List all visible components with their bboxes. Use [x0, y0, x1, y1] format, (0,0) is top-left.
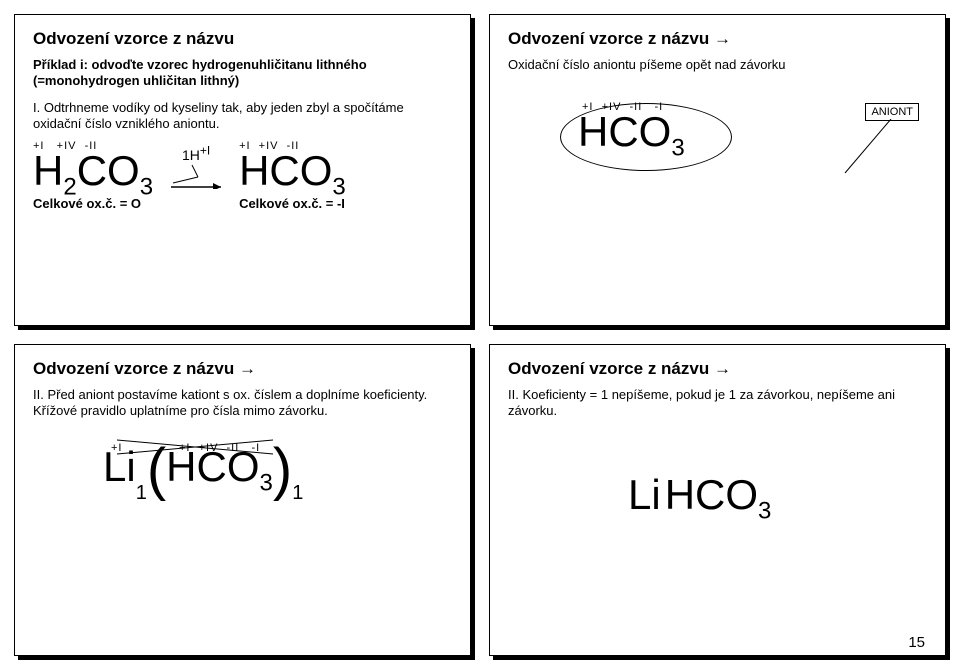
sym-co: CO: [77, 147, 140, 194]
body-b: Oxidační číslo aniontu píšeme opět nad z…: [508, 57, 927, 73]
formula-row-a: +I +IV -II H2CO3 Celkové ox.č. = O 1H+I …: [33, 140, 452, 211]
title-c: Odvození vzorce z názvu →: [33, 359, 452, 379]
lparen: (: [147, 453, 166, 488]
title-a: Odvození vzorce z názvu: [33, 29, 452, 49]
body-d: II. Koeficienty = 1 nepíšeme, pokud je 1…: [508, 387, 927, 420]
panel-top-right: Odvození vzorce z názvu → Oxidační číslo…: [489, 14, 946, 326]
coef1: 1: [136, 482, 147, 504]
li-hco3-final: LiHCO3: [628, 474, 927, 516]
panel-bottom-right: Odvození vzorce z názvu → II. Koeficient…: [489, 344, 946, 656]
mid-1h: 1H+I: [171, 147, 221, 211]
panel-top-left: Odvození vzorce z názvu Příklad i: odvoď…: [14, 14, 471, 326]
hco3: HCO3: [239, 150, 346, 192]
sym-hco: HCO: [239, 147, 332, 194]
title-d: Odvození vzorce z názvu →: [508, 359, 927, 379]
rparen: ): [273, 453, 292, 488]
arrow-icon: [171, 163, 221, 189]
callout-line-icon: [815, 119, 915, 189]
coef2: 1: [292, 482, 303, 504]
title-b: Odvození vzorce z názvu →: [508, 29, 927, 49]
sym-hco-d: HCO: [665, 471, 758, 518]
formula-h2co3: +I +IV -II H2CO3 Celkové ox.č. = O: [33, 140, 153, 211]
ellipse-anion: [560, 103, 732, 171]
sym-li-d: Li: [628, 471, 661, 518]
body-c: II. Před aniont postavíme kationt s ox. …: [33, 387, 452, 420]
panel-bottom-left: Odvození vzorce z názvu → II. Před anion…: [14, 344, 471, 656]
onehplusI: 1H+I: [182, 147, 210, 163]
h2co3: H2CO3: [33, 150, 153, 192]
cross-rule-icon: [109, 436, 309, 458]
sym-h: H: [33, 147, 63, 194]
sub3-c: 3: [260, 469, 273, 496]
cap-left: Celkové ox.č. = O: [33, 196, 141, 211]
formula-hco3: +I +IV -II HCO3 Celkové ox.č. = -I: [239, 140, 346, 211]
cap-right: Celkové ox.č. = -I: [239, 196, 345, 211]
sub-3a: 3: [140, 173, 153, 200]
subtitle-a: Příklad i: odvoďte vzorec hydrogenuhliči…: [33, 57, 452, 90]
formula-area-c: +I +I +IV -II -I Li1(HCO3)1: [103, 446, 452, 503]
page-number: 15: [908, 634, 925, 651]
body-a: I. Odtrhneme vodíky od kyseliny tak, aby…: [33, 100, 452, 133]
sub3-d: 3: [758, 497, 771, 524]
